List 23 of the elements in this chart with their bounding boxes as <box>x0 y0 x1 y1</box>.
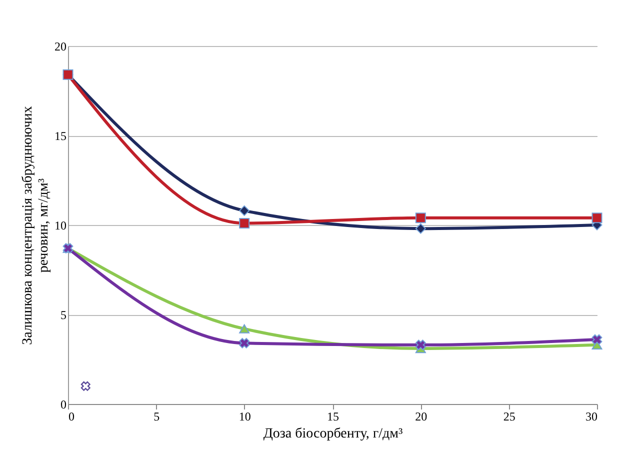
point <box>239 338 250 348</box>
y-tick-label: 20 <box>54 40 66 54</box>
point <box>239 324 250 334</box>
x-tick-label: 10 <box>238 410 251 424</box>
y-tick-label: 0 <box>60 398 66 412</box>
y-tick-label: 5 <box>60 308 66 322</box>
x-tick-label: 25 <box>503 410 516 424</box>
point <box>592 334 602 345</box>
x-axis-title: Доза біосорбенту, г/дм³ <box>263 426 403 442</box>
y-tick-label: 10 <box>54 218 66 232</box>
point <box>592 212 602 224</box>
x-tick-label: 5 <box>154 410 160 424</box>
point <box>415 223 426 234</box>
point <box>415 212 426 224</box>
x-tick-label: 20 <box>415 410 428 424</box>
point <box>415 340 426 350</box>
y-tick-label: 15 <box>54 129 66 143</box>
point <box>239 218 250 228</box>
point <box>239 205 250 216</box>
x-tick-label: 15 <box>327 410 339 424</box>
x-tick-label: 30 <box>586 410 598 424</box>
y-axis-title: Залишкова концентрація забруднюючих речовин, мг/дм³ <box>20 106 52 345</box>
point <box>80 381 90 391</box>
